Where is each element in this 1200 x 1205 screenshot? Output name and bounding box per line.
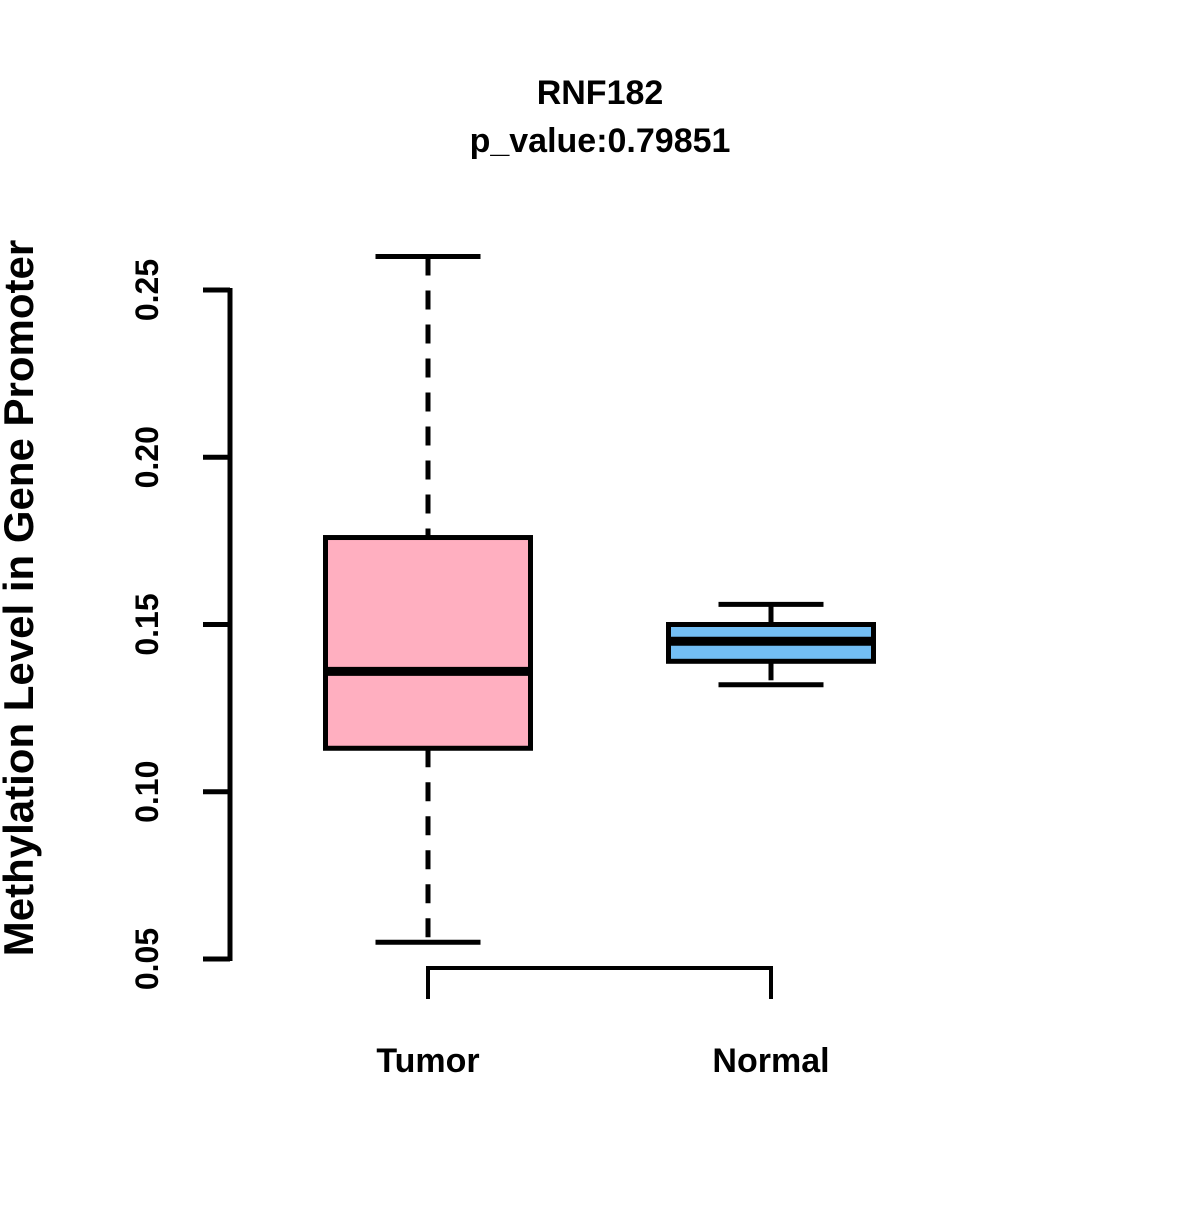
- y-tick: 0.15: [129, 593, 230, 656]
- y-tick-label: 0.05: [129, 928, 165, 990]
- box-rect: [323, 535, 533, 751]
- boxplot-group-normal: Normal: [666, 601, 876, 1080]
- x-axis-bracket: [426, 966, 773, 999]
- chart-subtitle: p_value:0.79851: [470, 122, 731, 160]
- y-axis-label: Methylation Level in Gene Promoter: [0, 240, 42, 956]
- boxplot-group-tumor: Tumor: [323, 254, 533, 1080]
- y-tick-label: 0.10: [129, 761, 165, 823]
- x-axis-label: Tumor: [376, 1042, 479, 1080]
- y-tick: 0.10: [129, 761, 230, 823]
- y-tick-label: 0.25: [129, 259, 165, 321]
- y-tick: 0.20: [129, 426, 230, 488]
- chart-title: RNF182: [537, 74, 664, 112]
- y-tick-label: 0.15: [129, 593, 165, 655]
- y-tick: 0.25: [129, 259, 230, 321]
- y-tick-label: 0.20: [129, 426, 165, 488]
- y-tick: 0.05: [129, 928, 230, 990]
- x-axis-label: Normal: [712, 1042, 829, 1080]
- y-axis: 0.05 0.10 0.15 0.20 0.25: [129, 259, 233, 990]
